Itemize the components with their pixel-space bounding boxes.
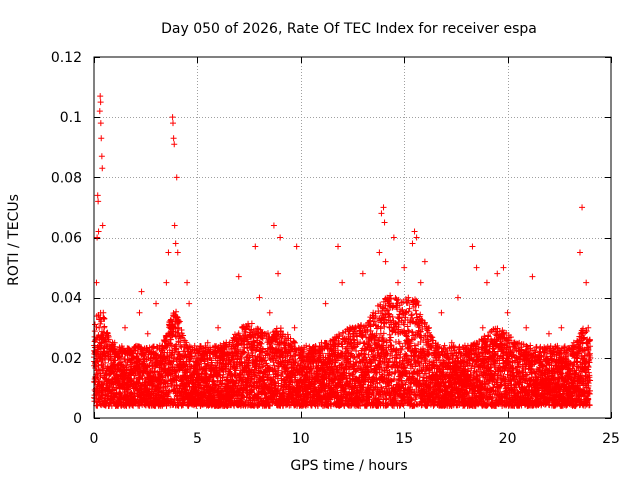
data-point [101, 339, 108, 346]
x-tick-label: 15 [395, 431, 413, 447]
data-point [105, 336, 112, 343]
y-tick-label: 0.12 [51, 50, 82, 66]
data-point [102, 359, 109, 366]
y-tick-label: 0.1 [60, 110, 82, 126]
data-point [94, 402, 101, 409]
data-point [117, 390, 124, 397]
data-point [136, 402, 143, 409]
y-tick-label: 0.02 [51, 351, 82, 367]
data-point [91, 328, 98, 335]
x-tick-label: 10 [292, 431, 310, 447]
data-point [101, 323, 108, 330]
data-point [105, 332, 112, 339]
x-tick-label: 0 [90, 431, 99, 447]
x-tick-label: 20 [499, 431, 517, 447]
data-point [138, 344, 145, 351]
tick-labels: 0 5 10 15 20 25 0 0.02 0.04 0.06 0.08 0.1 0.12 [51, 50, 620, 447]
data-point [141, 353, 148, 360]
data-point [139, 372, 146, 379]
data-point [100, 363, 107, 370]
data-point [117, 354, 124, 361]
data-point [101, 315, 108, 322]
y-tick-label: 0.04 [51, 291, 82, 307]
data-points [91, 93, 594, 409]
data-point [125, 357, 132, 364]
data-point [143, 347, 150, 354]
grid [94, 57, 611, 418]
y-tick-label: 0 [73, 411, 82, 427]
x-tick-label: 25 [602, 431, 620, 447]
x-tick-label: 5 [193, 431, 202, 447]
y-tick-label: 0.06 [51, 231, 82, 247]
data-point [93, 324, 100, 331]
data-point [97, 320, 104, 327]
y-tick-label: 0.08 [51, 170, 82, 186]
data-point [131, 390, 138, 397]
